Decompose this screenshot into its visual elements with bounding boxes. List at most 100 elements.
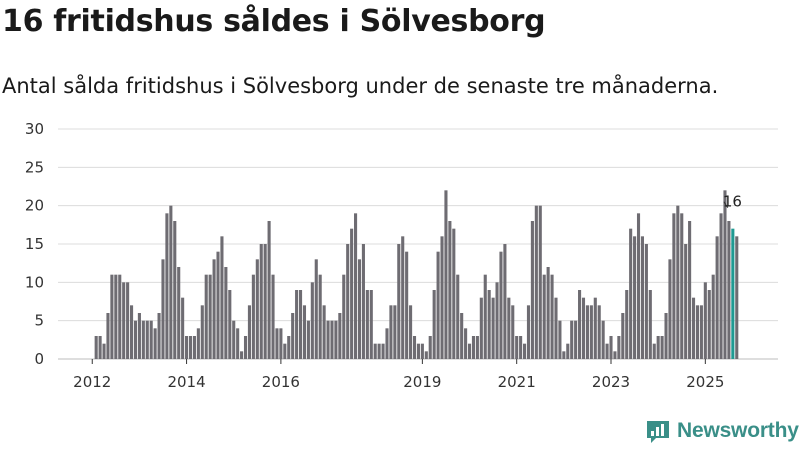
bar [711, 274, 715, 359]
bar [471, 336, 476, 359]
bar [558, 320, 562, 359]
bar [523, 343, 527, 359]
bar [499, 251, 503, 359]
bar [546, 267, 550, 359]
bar [691, 297, 696, 359]
bar [530, 221, 534, 359]
bar [412, 336, 417, 359]
bar [542, 274, 546, 359]
bar [204, 274, 208, 359]
bar [570, 320, 574, 359]
chart-title: 16 fritidshus såldes i Sölvesborg [2, 4, 546, 39]
y-tick-label: 10 [25, 273, 44, 291]
bar [259, 244, 263, 359]
bar [719, 213, 723, 359]
bar [538, 205, 542, 359]
bar [365, 290, 369, 359]
bar [550, 274, 554, 359]
bar [177, 267, 181, 359]
bar [440, 236, 444, 359]
y-tick-label: 0 [34, 350, 44, 368]
annotation-label: 16 [723, 193, 742, 211]
bar [295, 290, 299, 359]
bar [664, 313, 668, 359]
bar [578, 290, 582, 359]
bar [279, 328, 283, 359]
x-tick-label: 2023 [592, 373, 630, 391]
bar [416, 343, 420, 359]
bar [605, 343, 609, 359]
bar [409, 305, 413, 359]
bar [342, 274, 346, 359]
bar [255, 259, 259, 359]
bar [735, 236, 739, 359]
bar [566, 343, 570, 359]
annotation: 16 [723, 193, 742, 211]
bar [491, 297, 495, 359]
x-tick-label: 2012 [73, 373, 111, 391]
bar [350, 228, 354, 359]
bar [479, 297, 483, 359]
bar [625, 290, 629, 359]
bar [483, 274, 487, 359]
bar [644, 244, 648, 359]
bar [291, 313, 295, 359]
bar [597, 305, 601, 359]
bar [208, 274, 212, 359]
bar [660, 336, 664, 359]
bar [377, 343, 381, 359]
x-axis: 2012 2014 2016 2019 2021 2023 2025 [73, 359, 724, 391]
bar [629, 228, 633, 359]
bar [196, 328, 200, 359]
bar [467, 343, 472, 359]
bar [424, 351, 428, 359]
bar [460, 313, 464, 359]
bars [94, 190, 739, 359]
bar [118, 274, 122, 359]
bar [621, 313, 625, 359]
bar [161, 259, 165, 359]
bar [334, 320, 338, 359]
bar [511, 305, 515, 359]
bar [487, 290, 491, 359]
bar [236, 328, 240, 359]
bar [617, 336, 621, 359]
bar [153, 328, 157, 359]
bar [247, 305, 251, 359]
bar [723, 190, 727, 359]
bar [283, 343, 287, 359]
bar [94, 336, 98, 359]
bar [652, 343, 656, 359]
bar [464, 328, 468, 359]
newsworthy-logo: Newsworthy [645, 418, 799, 444]
bar [585, 305, 589, 359]
bar [475, 336, 479, 359]
bar [684, 244, 688, 359]
y-tick-label: 30 [25, 120, 44, 138]
bar [188, 336, 193, 359]
bar [676, 205, 680, 359]
bar [145, 320, 149, 359]
bar [688, 221, 692, 359]
bar [298, 290, 303, 359]
bar [326, 320, 330, 359]
bar [122, 282, 126, 359]
x-tick-label: 2021 [498, 373, 536, 391]
y-tick-label: 20 [25, 197, 44, 215]
bar [338, 313, 342, 359]
bar [385, 328, 389, 359]
chart-subtitle: Antal sålda fritidshus i Sölvesborg unde… [2, 74, 719, 98]
x-tick-label: 2016 [262, 373, 300, 391]
bar [503, 244, 507, 359]
bar [507, 297, 511, 359]
bar [346, 244, 350, 359]
y-tick-label: 5 [34, 312, 44, 330]
y-tick-label: 15 [25, 235, 44, 253]
bar [401, 236, 405, 359]
bar [581, 297, 586, 359]
bar [267, 221, 271, 359]
bar [149, 320, 153, 359]
bar [432, 290, 436, 359]
bar [322, 305, 326, 359]
